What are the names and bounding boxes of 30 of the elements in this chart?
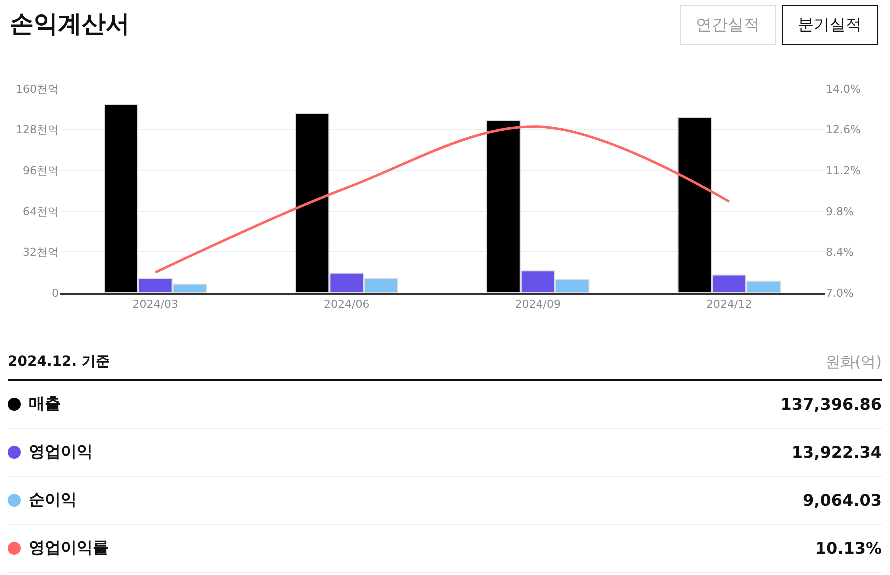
legend-label: 영업이익 [28, 442, 93, 463]
text: 2024.12. 기준 [8, 353, 110, 371]
text: 137,396.86 [780, 395, 882, 414]
y2-tick-label: 9.8% [826, 205, 854, 218]
y-tick-label: 64천억 [23, 205, 59, 218]
text: 분기실적 [782, 5, 878, 45]
text: 원화(억) [825, 352, 882, 372]
x-tick-label: 2024/03 [132, 298, 178, 311]
x-tick-label: 2024/12 [706, 298, 752, 311]
y2-tick-label: 7.0% [826, 286, 854, 300]
y-tick-label: 160천억 [16, 82, 59, 96]
text: 13,922.34 [792, 443, 882, 462]
y2-tick-label: 14.0% [826, 82, 861, 96]
text: 9,064.03 [803, 491, 882, 510]
legend-label: 매출 [28, 394, 61, 415]
y-tick-label: 0 [52, 286, 59, 300]
y-tick-label: 128천억 [16, 124, 59, 137]
line-series [154, 126, 731, 274]
text: 연간실적 [680, 5, 776, 45]
chart-title: 손익계산서 [10, 9, 130, 40]
y-tick-label: 32천억 [23, 246, 59, 260]
x-tick-label: 2024/09 [515, 298, 561, 311]
y2-tick-label: 12.6% [826, 124, 861, 137]
y-tick-label: 96천억 [23, 164, 59, 178]
x-tick-label: 2024/06 [324, 298, 370, 311]
text: 10.13% [815, 539, 882, 558]
y2-tick-label: 11.2% [826, 164, 861, 178]
y2-tick-label: 8.4% [826, 246, 854, 260]
legend-label: 순이익 [28, 490, 77, 511]
legend-label: 영업이익률 [28, 538, 109, 559]
